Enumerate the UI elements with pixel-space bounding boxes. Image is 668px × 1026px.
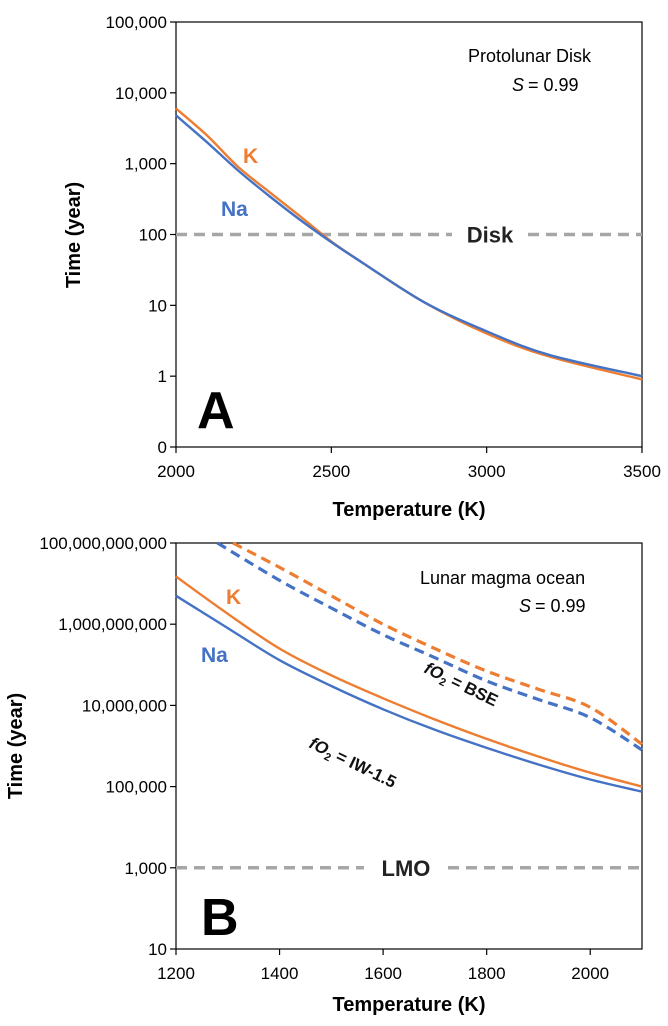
panel-b-x-tick-label: 1800 xyxy=(468,964,506,983)
panel-b-x-tick-label: 1400 xyxy=(261,964,299,983)
panel-b-s-value: = 0.99 xyxy=(535,596,586,616)
panel-a-x-tick-label: 2500 xyxy=(312,462,350,481)
panel-a-y-tick-label: 10,000 xyxy=(115,84,167,103)
panel-b-s-symbol: S xyxy=(519,596,531,616)
panel-b: 100,000,000,000 1,000,000,000 10,000,000 10… xyxy=(5,534,643,1016)
panel-b-y-ticks: 100,000,000,000 1,000,000,000 10,000,000 10… xyxy=(39,534,176,959)
panel-a-reference-lines: Disk xyxy=(176,223,642,248)
panel-b-x-tick-label: 2000 xyxy=(571,964,609,983)
panel-b-series-k-bse xyxy=(232,541,643,746)
panel-a-label-k: K xyxy=(243,145,258,168)
panel-a-y-tick-label: 10 xyxy=(148,296,167,315)
panel-b-series-na-bse xyxy=(216,541,643,752)
panel-b-label-na: Na xyxy=(201,644,228,667)
panel-a-s-symbol: S xyxy=(512,75,524,95)
panel-b-x-tick-label: 1200 xyxy=(157,964,195,983)
panel-a-annotation-s: S = 0.99 xyxy=(512,75,579,95)
panel-a-x-tick-label: 2000 xyxy=(157,462,195,481)
panel-b-x-tick-label: 1600 xyxy=(364,964,402,983)
panel-b-ylabel: Time (year) xyxy=(5,693,27,799)
panel-b-plot-area xyxy=(175,542,643,950)
panel-b-annotation-s: S = 0.99 xyxy=(519,596,586,616)
panel-b-y-tick-label: 10 xyxy=(148,940,167,959)
panel-a-series xyxy=(175,107,643,381)
panel-a-y-tick-label: 1,000 xyxy=(124,155,167,174)
panel-b-reference-lines: LMO xyxy=(176,856,642,881)
panel-a-annotation-title: Protolunar Disk xyxy=(468,46,592,66)
panel-a-ylabel: Time (year) xyxy=(63,182,85,288)
panel-b-y-tick-label: 10,000,000 xyxy=(82,696,167,715)
panel-a-xlabel: Temperature (K) xyxy=(333,499,486,521)
panel-b-reference-label: LMO xyxy=(382,856,431,881)
panel-b-series-k-iw-1.5 xyxy=(175,575,643,788)
panel-b-y-tick-label: 1,000,000,000 xyxy=(58,615,167,634)
panel-a-y-tick-label: 100,000 xyxy=(106,13,167,32)
panel-a-s-value: = 0.99 xyxy=(528,75,579,95)
panel-a-y-tick-label: 0 xyxy=(158,438,167,457)
panel-a-y-tick-label: 1 xyxy=(158,367,167,386)
panel-b-y-tick-label: 100,000,000,000 xyxy=(39,534,167,553)
panel-a-series-na xyxy=(175,114,643,378)
panel-b-xlabel: Temperature (K) xyxy=(333,994,486,1016)
panel-b-label-k: K xyxy=(226,586,241,609)
panel-b-y-tick-label: 100,000 xyxy=(106,778,167,797)
panel-a-label-na: Na xyxy=(221,198,248,221)
panel-b-letter: B xyxy=(201,889,239,947)
panel-a-x-tick-label: 3000 xyxy=(468,462,506,481)
panel-b-series xyxy=(175,541,643,793)
panel-a-letter: A xyxy=(197,382,235,440)
panel-b-series-na-iw-1.5 xyxy=(175,594,643,793)
panel-b-iw-sub: 2 xyxy=(322,751,333,764)
panel-a-x-tick-label: 3500 xyxy=(623,462,661,481)
panel-b-x-ticks: 1200 1400 1600 1800 2000 xyxy=(157,949,609,983)
panel-b-annotation-title: Lunar magma ocean xyxy=(420,568,585,588)
panel-b-y-tick-label: 1,000 xyxy=(124,859,167,878)
panel-a-x-ticks: 2000 2500 3000 3500 xyxy=(157,447,661,481)
panel-a-reference-label: Disk xyxy=(467,223,514,248)
panel-a-y-tick-label: 100 xyxy=(139,226,167,245)
panel-b-bse-sub: 2 xyxy=(437,676,448,689)
